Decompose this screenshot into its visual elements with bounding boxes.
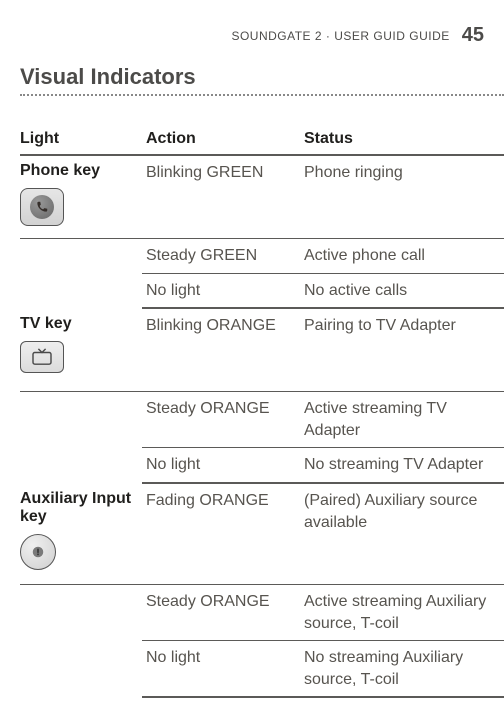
cell-status: Phone ringing bbox=[300, 156, 504, 238]
section-phone-row-1: Phone key Blinking GREEN Phone ringing bbox=[20, 156, 504, 239]
col-header-action: Action bbox=[142, 124, 300, 154]
light-label-tv: TV key bbox=[20, 315, 138, 333]
cell-action: Fading ORANGE bbox=[142, 484, 300, 584]
cell-action: Blinking ORANGE bbox=[142, 309, 300, 391]
cell-status: No active calls bbox=[300, 274, 504, 308]
aux-glyph-icon bbox=[31, 545, 45, 559]
cell-action: Steady ORANGE bbox=[142, 392, 300, 447]
indicators-table: Light Action Status Phone key Blinking G… bbox=[20, 124, 504, 698]
tv-glyph-icon bbox=[31, 348, 53, 366]
page-number: 45 bbox=[462, 24, 484, 47]
cell-status: No streaming TV Adapter bbox=[300, 448, 504, 482]
table-header-row: Light Action Status bbox=[20, 124, 504, 156]
section-tv-row-1: TV key Blinking ORANGE Pairing to TV Ada… bbox=[20, 309, 504, 392]
page-header: SOUNDGATE 2 · USER GUID GUIDE 45 bbox=[231, 24, 484, 47]
section-aux-row-3: No light No streaming Auxiliary source, … bbox=[142, 641, 504, 698]
tv-icon bbox=[20, 341, 64, 385]
cell-status: Pairing to TV Adapter bbox=[300, 309, 504, 391]
cell-light-tv: TV key bbox=[20, 309, 142, 391]
cell-status: Active streaming Auxiliary source, T-coi… bbox=[300, 585, 504, 640]
section-aux-row-2: Steady ORANGE Active streaming Auxiliary… bbox=[142, 585, 504, 641]
col-header-status: Status bbox=[300, 124, 504, 154]
cell-action: No light bbox=[142, 448, 300, 482]
aux-icon bbox=[20, 534, 64, 578]
light-label-aux: Auxiliary Input key bbox=[20, 490, 138, 526]
phone-handset-icon bbox=[35, 200, 49, 214]
cell-status: Active phone call bbox=[300, 239, 504, 273]
section-aux-row-1: Auxiliary Input key Fading ORANGE (Paire… bbox=[20, 484, 504, 585]
breadcrumb: SOUNDGATE 2 · USER GUID GUIDE bbox=[231, 29, 449, 43]
title-dotted-rule bbox=[20, 92, 504, 96]
cell-action: Steady GREEN bbox=[142, 239, 300, 273]
cell-status: Active streaming TV Adapter bbox=[300, 392, 504, 447]
page-title: Visual Indicators bbox=[20, 64, 196, 90]
section-tv-row-2: Steady ORANGE Active streaming TV Adapte… bbox=[142, 392, 504, 448]
col-header-light: Light bbox=[20, 124, 142, 154]
cell-action: No light bbox=[142, 641, 300, 696]
cell-status: (Paired) Auxiliary source available bbox=[300, 484, 504, 584]
section-phone-row-3: No light No active calls bbox=[142, 274, 504, 310]
phone-icon bbox=[20, 188, 64, 232]
cell-action: Blinking GREEN bbox=[142, 156, 300, 238]
cell-action: No light bbox=[142, 274, 300, 308]
cell-action: Steady ORANGE bbox=[142, 585, 300, 640]
section-tv-row-3: No light No streaming TV Adapter bbox=[142, 448, 504, 484]
light-label-phone: Phone key bbox=[20, 162, 138, 180]
section-phone-row-2: Steady GREEN Active phone call bbox=[142, 239, 504, 274]
cell-status: No streaming Auxiliary source, T-coil bbox=[300, 641, 504, 696]
cell-light-phone: Phone key bbox=[20, 156, 142, 238]
cell-light-aux: Auxiliary Input key bbox=[20, 484, 142, 584]
